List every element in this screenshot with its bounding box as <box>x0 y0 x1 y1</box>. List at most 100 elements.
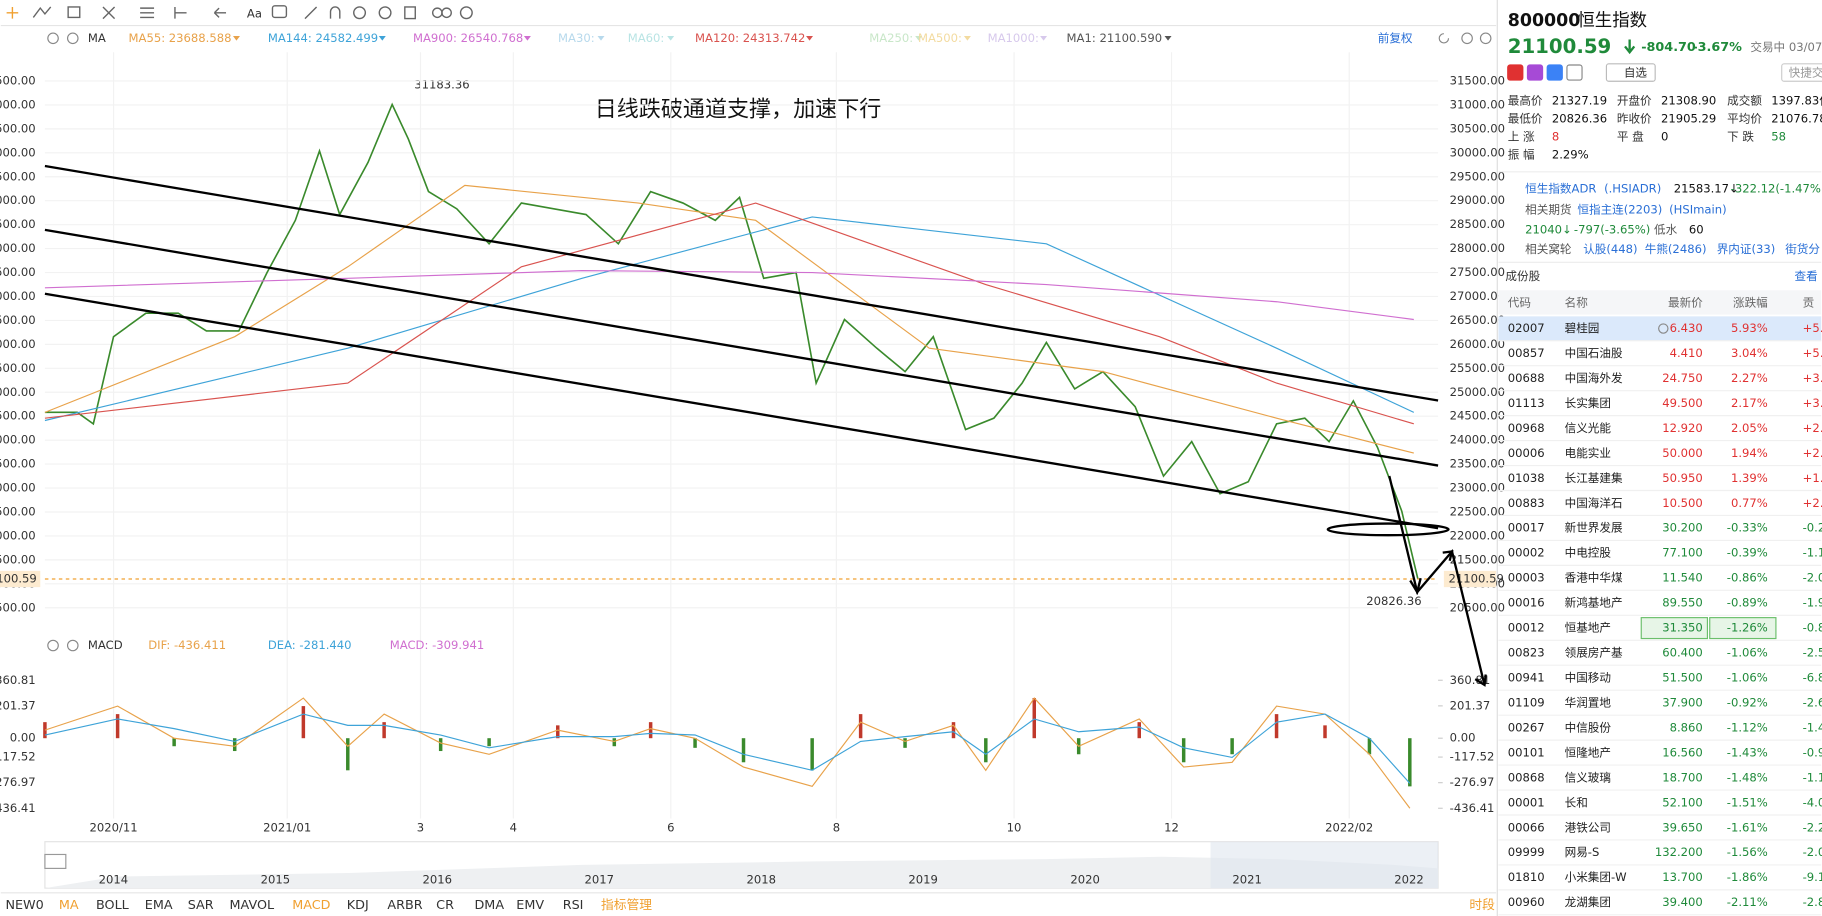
legend-item[interactable]: DIF: -436.411 <box>148 638 226 652</box>
table-cell[interactable]: 01113 <box>1508 396 1545 410</box>
column-header[interactable]: 涨跌幅 <box>1733 296 1768 310</box>
table-more[interactable]: 查看 <box>1794 269 1817 283</box>
indicator-tab[interactable]: RSI <box>563 898 584 913</box>
related-text[interactable]: 恒指主连(2203) <box>1577 203 1662 217</box>
font-tool[interactable]: Aa <box>247 6 262 20</box>
table-cell[interactable]: 新鸿基地产 <box>1565 596 1623 610</box>
legend-item[interactable]: MA1: 21100.590 <box>1067 31 1163 45</box>
table-cell[interactable]: 中国海洋石 <box>1565 496 1623 510</box>
fav-label[interactable]: 自选 <box>1624 66 1648 80</box>
indicator-tab[interactable]: CR <box>436 898 454 913</box>
indicator-tab[interactable]: MACD <box>292 898 330 913</box>
period-button[interactable]: 时段 <box>1469 898 1495 913</box>
navigator-handle[interactable] <box>44 853 67 869</box>
table-cell[interactable]: 港铁公司 <box>1565 820 1611 834</box>
table-cell[interactable]: 新世界发展 <box>1565 521 1623 535</box>
table-cell[interactable]: 领展房产基 <box>1565 646 1623 660</box>
table-cell[interactable]: 中信股份 <box>1565 720 1612 734</box>
quick-trade[interactable] <box>1781 63 1822 82</box>
column-header[interactable]: 名称 <box>1565 296 1589 310</box>
table-cell[interactable]: 09999 <box>1508 845 1545 859</box>
legend-item[interactable]: MA900: 26540.768 <box>413 31 523 45</box>
table-cell[interactable]: 龙湖集团 <box>1565 895 1611 909</box>
related-text[interactable]: 界内证(33) <box>1717 242 1776 256</box>
ma-label[interactable]: MA <box>88 31 106 45</box>
table-cell[interactable]: 00003 <box>1508 571 1545 585</box>
table-cell[interactable]: 碧桂园 <box>1565 321 1600 335</box>
indicator-tab[interactable]: EMA <box>145 898 173 913</box>
table-cell[interactable]: 00823 <box>1508 646 1545 660</box>
table-cell[interactable]: 00001 <box>1508 795 1545 809</box>
table-cell[interactable]: 中电控股 <box>1565 546 1612 560</box>
table-cell[interactable]: 中国移动 <box>1565 671 1611 685</box>
table-cell[interactable]: 00968 <box>1508 421 1545 435</box>
related-text[interactable]: (.HSIADR) <box>1604 182 1661 196</box>
table-cell[interactable]: 00688 <box>1508 371 1545 385</box>
table-cell[interactable]: 恒隆地产 <box>1565 745 1611 759</box>
table-cell[interactable]: 长江基建集 <box>1565 471 1623 485</box>
table-cell[interactable]: 00960 <box>1508 895 1545 909</box>
table-cell[interactable]: 中国海外发 <box>1565 371 1623 385</box>
related-text[interactable]: 街货分 <box>1785 242 1820 256</box>
table-cell[interactable]: 00016 <box>1508 596 1545 610</box>
navigator-window[interactable] <box>1210 841 1439 889</box>
table-cell[interactable]: 00101 <box>1508 745 1545 759</box>
table-cell[interactable]: 小米集团-W <box>1565 870 1628 884</box>
table-cell[interactable]: 00006 <box>1508 446 1545 460</box>
indicator-tab[interactable]: MA <box>59 898 79 913</box>
indicator-tab[interactable]: KDJ <box>347 898 369 913</box>
table-cell[interactable]: 00941 <box>1508 671 1545 685</box>
table-cell[interactable]: 00002 <box>1508 546 1545 560</box>
indicator-tab[interactable]: BOLL <box>96 898 130 913</box>
macd-label[interactable]: MACD <box>88 638 123 652</box>
table-cell[interactable]: 恒基地产 <box>1565 621 1611 635</box>
related-text[interactable]: (HSImain) <box>1669 203 1727 217</box>
legend-item[interactable]: MA250: <box>869 31 913 45</box>
table-cell[interactable]: 01038 <box>1508 471 1545 485</box>
legend-item[interactable]: MA30: <box>558 31 595 45</box>
table-cell[interactable]: 网易-S <box>1565 845 1600 859</box>
legend-item[interactable]: DEA: -281.440 <box>268 638 352 652</box>
related-text[interactable]: 认股(448) <box>1583 242 1637 256</box>
legend-item[interactable]: MA144: 24582.499 <box>268 31 378 45</box>
watch-icon[interactable] <box>1658 323 1669 334</box>
table-cell[interactable]: 长实集团 <box>1565 396 1611 410</box>
table-cell[interactable]: 01810 <box>1508 870 1545 884</box>
legend-item[interactable]: MA120: 24313.742 <box>695 31 805 45</box>
legend-item[interactable]: MA500: <box>918 31 962 45</box>
indicator-tab[interactable]: NEW0 <box>5 898 43 913</box>
indicator-tab[interactable]: EMV <box>516 898 544 913</box>
table-cell[interactable]: 01109 <box>1508 695 1545 709</box>
table-cell[interactable]: 00267 <box>1508 720 1545 734</box>
table-cell[interactable]: 信义玻璃 <box>1565 770 1611 784</box>
table-cell[interactable]: 电能实业 <box>1565 446 1611 460</box>
related-text[interactable]: 牛熊(2486) <box>1645 242 1707 256</box>
table-cell[interactable]: 长和 <box>1565 795 1588 809</box>
indicator-tab[interactable]: ARBR <box>387 898 422 913</box>
indicator-tab[interactable]: DMA <box>474 898 504 913</box>
table-cell[interactable]: 香港中华煤 <box>1565 571 1623 585</box>
table-cell[interactable]: 00066 <box>1508 820 1545 834</box>
column-header[interactable]: 贡 <box>1803 296 1815 310</box>
related-text[interactable]: 恒生指数ADR <box>1525 182 1596 196</box>
table-cell[interactable]: 中国石油股 <box>1565 346 1623 360</box>
quick-trade-label[interactable]: 快捷交 <box>1789 66 1822 80</box>
table-cell[interactable]: 00883 <box>1508 496 1545 510</box>
table-cell[interactable]: 00857 <box>1508 346 1545 360</box>
indicator-tab[interactable]: SAR <box>188 898 214 913</box>
column-header[interactable]: 代码 <box>1508 296 1531 310</box>
legend-item[interactable]: MA1000: <box>988 31 1039 45</box>
table-cell[interactable]: 00868 <box>1508 770 1545 784</box>
table-cell[interactable]: 02007 <box>1508 321 1545 335</box>
toolbar-icons[interactable] <box>6 5 473 20</box>
legend-item[interactable]: MA60: <box>628 31 665 45</box>
column-header[interactable]: 最新价 <box>1668 296 1703 310</box>
fav-button[interactable] <box>1605 63 1656 82</box>
table-cell[interactable]: 华润置地 <box>1565 695 1612 709</box>
indicator-tab[interactable]: 指标管理 <box>601 898 652 913</box>
legend-item[interactable]: MA55: 23688.588 <box>129 31 232 45</box>
legend-item[interactable]: MACD: -309.941 <box>390 638 484 652</box>
indicator-tab[interactable]: MAVOL <box>230 898 275 913</box>
table-cell[interactable]: 00017 <box>1508 521 1545 535</box>
table-cell[interactable]: 00012 <box>1508 621 1545 635</box>
